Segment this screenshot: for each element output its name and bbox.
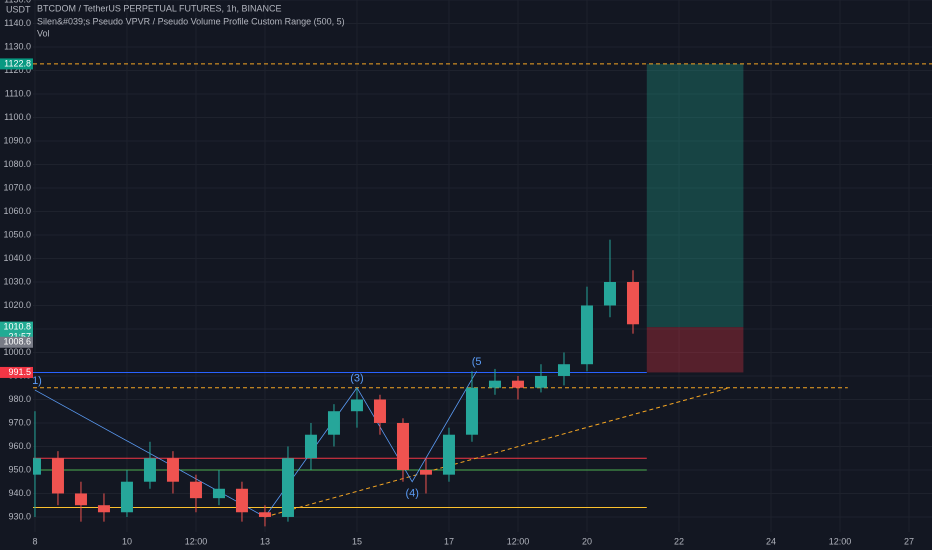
y-tick-label: 1140.0	[4, 18, 31, 28]
candle-body	[166, 458, 179, 482]
indicator: Silen&#039;s Pseudo VPVR / Pseudo Volume…	[37, 16, 345, 26]
y-tick-label: 960.0	[8, 441, 31, 451]
currency: USDT	[6, 4, 31, 14]
candle-body	[281, 458, 294, 517]
chart-title: BTCDOM / TetherUS PERPETUAL FUTURES, 1h,…	[37, 3, 282, 13]
y-tick-label: 1050.0	[3, 229, 31, 239]
y-tick-label: 950.0	[8, 464, 31, 474]
target-zone	[646, 63, 744, 328]
y-tick-label: 1100.0	[4, 112, 31, 122]
y-tick-label: 1070.0	[3, 182, 31, 192]
candle-body	[120, 481, 133, 513]
y-tick-label: 1130.0	[4, 41, 31, 51]
candle-body	[143, 458, 156, 482]
candle-body	[189, 481, 202, 499]
candle-body	[74, 493, 87, 506]
y-tick-label: 1030.0	[3, 276, 31, 286]
x-tick-label: 17	[444, 536, 454, 546]
x-tick-label: 20	[582, 536, 592, 546]
y-tick-label: 1080.0	[3, 159, 31, 169]
trend-line	[264, 387, 730, 518]
indicator: Vol	[37, 28, 50, 38]
stop-zone	[646, 327, 744, 373]
candle-body	[511, 380, 524, 388]
candle-body	[465, 387, 478, 435]
candle-body	[258, 512, 271, 517]
y-tick-label: 930.0	[8, 511, 31, 521]
candle-body	[442, 434, 455, 475]
wave-label: (4)	[405, 488, 418, 500]
x-tick-label: 8	[32, 536, 37, 546]
candle-body	[419, 469, 432, 475]
x-tick-label: 24	[766, 536, 776, 546]
y-tick-label: 1040.0	[3, 253, 31, 263]
y-tick-label: 940.0	[8, 488, 31, 498]
candle-body	[235, 488, 248, 513]
y-tick-label: 1020.0	[3, 300, 31, 310]
candle-body	[603, 281, 616, 306]
price-badge	[0, 336, 33, 348]
wave-label: 1)	[32, 375, 42, 387]
wave-label: (5	[472, 356, 482, 368]
candle-body	[350, 399, 363, 412]
y-tick-label: 1120.0	[4, 65, 31, 75]
candle-body	[626, 281, 639, 325]
price-badge-label: 1010.8	[3, 321, 31, 331]
y-tick-label: 1000.0	[3, 347, 31, 357]
candle-body	[212, 488, 225, 499]
price-badge-sublabel: 21:57	[8, 331, 31, 341]
candle-body	[534, 375, 547, 388]
price-badge-label: 1122.8	[4, 58, 31, 68]
x-tick-label: 13	[260, 536, 270, 546]
price-badge	[0, 58, 33, 70]
y-tick-label: 1060.0	[3, 206, 31, 216]
wave-label: (3)	[350, 373, 363, 385]
candle-body	[97, 505, 110, 513]
y-tick-label: 970.0	[8, 417, 31, 427]
price-badge-label: 1008.6	[3, 337, 31, 347]
candle-body	[327, 411, 340, 435]
price-badge	[0, 366, 33, 378]
candle-body	[396, 422, 409, 470]
y-tick-label: 1150.0	[4, 0, 31, 4]
y-tick-label: 980.0	[8, 394, 31, 404]
candle-body	[580, 305, 593, 365]
candle-body	[488, 380, 501, 388]
candle-body	[51, 458, 64, 494]
x-tick-label: 12:00	[507, 536, 530, 546]
x-tick-label: 22	[674, 536, 684, 546]
x-tick-label: 12:00	[185, 536, 208, 546]
y-tick-label: 1090.0	[3, 135, 31, 145]
candle-body	[373, 399, 386, 423]
x-tick-label: 12:00	[829, 536, 852, 546]
x-tick-label: 10	[122, 536, 132, 546]
candle-body	[304, 434, 317, 459]
y-tick-label: 1110.0	[5, 88, 31, 98]
x-tick-label: 15	[352, 536, 362, 546]
price-axis	[0, 0, 33, 532]
x-tick-label: 27	[904, 536, 914, 546]
price-badge-label: 991.5	[8, 367, 31, 377]
candle-body	[557, 364, 570, 376]
